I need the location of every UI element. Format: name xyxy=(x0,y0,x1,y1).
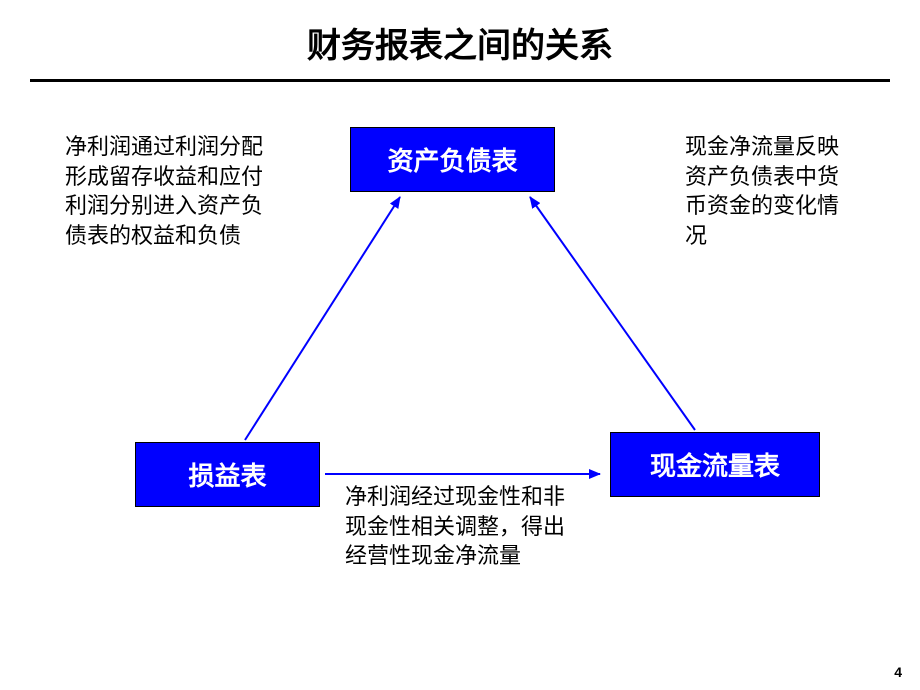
node-balance-sheet: 资产负债表 xyxy=(350,127,555,192)
node-cash-flow-label: 现金流量表 xyxy=(650,446,780,483)
node-income-statement-label: 损益表 xyxy=(188,456,266,493)
slide-title: 财务报表之间的关系 xyxy=(0,0,920,79)
annotation-bottom: 净利润经过现金性和非现金性相关调整，得出经营性现金净流量 xyxy=(345,482,585,571)
annotation-left: 净利润通过利润分配形成留存收益和应付利润分别进入资产负债表的权益和负债 xyxy=(65,132,270,251)
node-cash-flow: 现金流量表 xyxy=(610,432,820,497)
node-balance-sheet-label: 资产负债表 xyxy=(387,141,517,178)
annotation-right: 现金净流量反映资产负债表中货币资金的变化情况 xyxy=(685,132,860,251)
diagram-canvas: 资产负债表 损益表 现金流量表 净利润通过利润分配形成留存收益和应付利润分别进入… xyxy=(0,82,920,682)
page-number: 4 xyxy=(894,664,902,680)
node-income-statement: 损益表 xyxy=(135,442,320,507)
slide-title-text: 财务报表之间的关系 xyxy=(307,28,613,65)
edge-cashflow-to-balance xyxy=(530,197,695,430)
